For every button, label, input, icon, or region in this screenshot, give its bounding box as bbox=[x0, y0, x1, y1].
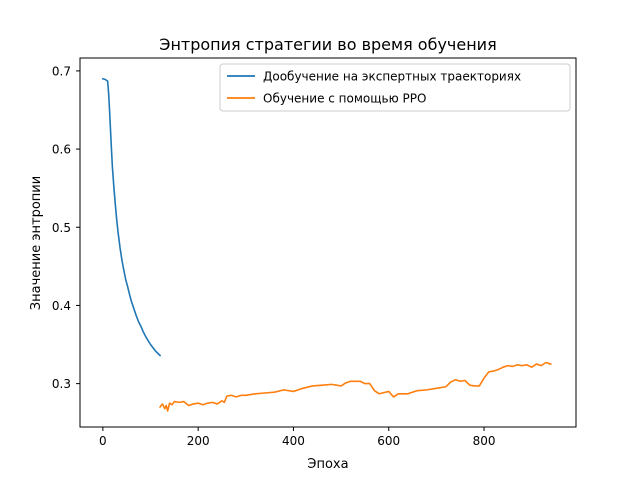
legend-label-1: Дообучение на экспертных траекториях bbox=[263, 70, 521, 84]
series-line-2 bbox=[158, 361, 552, 412]
chart-title: Энтропия стратегии во время обучения bbox=[159, 35, 496, 54]
y-tick-label: 0.5 bbox=[52, 221, 71, 235]
x-tick-label: 0 bbox=[99, 434, 107, 448]
legend: Дообучение на экспертных траекториях Обуч… bbox=[219, 63, 571, 112]
legend-box bbox=[219, 63, 571, 112]
plot-lines bbox=[101, 77, 552, 412]
y-axis-label: Значение энтропии bbox=[29, 176, 44, 310]
y-tick-label: 0.7 bbox=[52, 64, 71, 78]
axes-frame bbox=[79, 57, 577, 428]
x-tick-label: 200 bbox=[187, 434, 210, 448]
y-tick-label: 0.6 bbox=[52, 143, 71, 157]
x-tick-label: 400 bbox=[282, 434, 305, 448]
y-tick-label: 0.3 bbox=[52, 377, 71, 391]
series-line-1 bbox=[101, 77, 162, 357]
y-tick-label: 0.4 bbox=[52, 299, 71, 313]
x-tick-label: 800 bbox=[473, 434, 496, 448]
x-axis-label: Эпоха bbox=[307, 457, 348, 472]
legend-label-2: Обучение с помощью PPO bbox=[263, 92, 426, 106]
ticks: 0 200 400 600 800 0.3 0.4 0.5 0.6 0.7 bbox=[52, 64, 496, 448]
x-tick-label: 600 bbox=[377, 434, 400, 448]
axes bbox=[79, 57, 577, 428]
